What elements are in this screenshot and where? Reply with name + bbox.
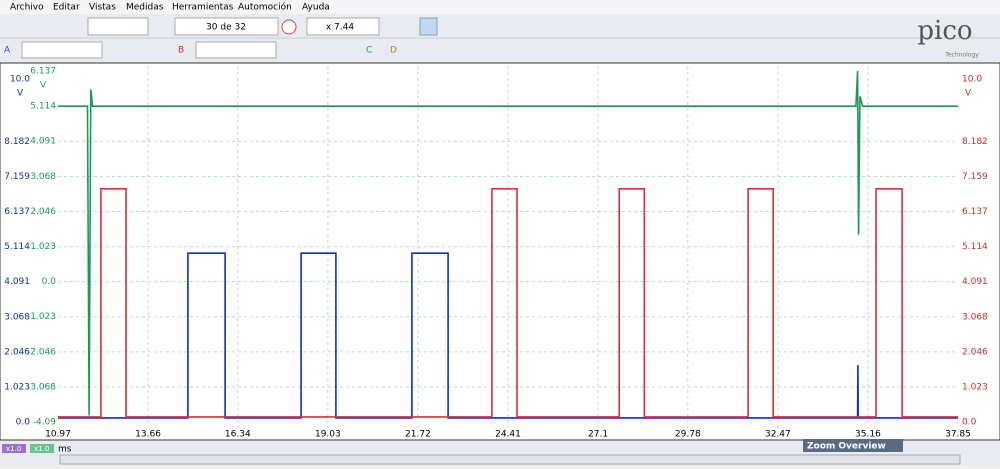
menu-item[interactable]: Editar (53, 3, 80, 13)
y-tick-label: 3.068 (4, 312, 30, 322)
y-tick-label: 10.0 (10, 75, 30, 85)
channel-combo[interactable] (21, 41, 103, 59)
zoom-box[interactable] (306, 17, 380, 36)
y-tick-label: 6.137 (962, 207, 988, 217)
capture-box[interactable] (174, 17, 279, 36)
trace (58, 252, 958, 419)
capture-count: 30 de 32 (206, 23, 246, 33)
y-tick-label: 5.114 (4, 242, 30, 252)
x-tick-label: 13.66 (135, 430, 161, 440)
y-tick-label: 5.114 (962, 242, 988, 252)
channel-button[interactable]: A (4, 46, 11, 56)
x-tick-label: 29.78 (675, 430, 701, 440)
channel-button[interactable]: D (390, 46, 397, 56)
y-unit: V (17, 89, 24, 99)
menu-item[interactable]: Medidas (126, 3, 164, 13)
y-unit: V (965, 89, 972, 99)
y-tick-label: 1.023 (4, 382, 30, 392)
y-tick-label: 8.182 (4, 137, 30, 147)
x-tick-label: 24.41 (495, 430, 521, 440)
y-tick-label: 0.0 (42, 277, 57, 287)
zoom-factor: x 7.44 (326, 23, 355, 33)
channel-combo[interactable] (195, 41, 277, 59)
zoom-tool[interactable] (419, 17, 438, 36)
y-tick-label: 2.046 (30, 207, 56, 217)
y-tick-label: 2.046 (962, 347, 988, 357)
y-tick-label: -4.09 (33, 418, 57, 428)
scale-label: x1.0 (34, 445, 49, 453)
x-tick-label: 27.1 (588, 430, 608, 440)
x-tick-label: 19.03 (315, 430, 341, 440)
zoom-overview-tab[interactable] (803, 439, 903, 452)
scale-badge (30, 444, 54, 453)
y-tick-label: 4.091 (4, 277, 30, 287)
scope-view (0, 62, 1000, 441)
logo-sub: Technology (944, 52, 979, 59)
x-tick-label: 10.97 (45, 430, 71, 440)
y-tick-label: 1.023 (962, 382, 988, 392)
y-tick-label: 6.137 (30, 67, 56, 77)
y-tick-label: -3.068 (27, 382, 56, 392)
y-tick-label: 8.182 (962, 137, 988, 147)
x-tick-label: 16.34 (225, 430, 251, 440)
y-tick-label: 5.114 (30, 102, 56, 112)
logo: pico (917, 16, 972, 46)
scale-label: x1.0 (6, 445, 21, 453)
icon[interactable] (281, 19, 297, 35)
menu-item[interactable]: Herramientas (172, 3, 234, 13)
y-tick-label: 3.068 (962, 312, 988, 322)
y-tick-label: -1.023 (27, 312, 56, 322)
menu-item[interactable]: Ayuda (302, 3, 330, 13)
menu-bar (0, 0, 1000, 14)
y-tick-label: 0.0 (16, 418, 31, 428)
y-tick-label: 0.0 (962, 418, 977, 428)
channel-button[interactable]: C (366, 46, 372, 56)
x-tick-label: 37.85 (945, 430, 971, 440)
y-unit: V (40, 81, 47, 91)
y-tick-label: 4.091 (30, 137, 56, 147)
channel-button[interactable]: B (178, 46, 184, 56)
y-tick-label: 2.046 (4, 347, 30, 357)
menu-item[interactable]: Archivo (10, 3, 44, 13)
y-tick-label: 1.023 (30, 242, 56, 252)
scrollbar[interactable] (59, 454, 961, 465)
x-tick-label: 21.72 (405, 430, 431, 440)
y-tick-label: 7.159 (962, 172, 988, 182)
menu-item[interactable]: Vistas (89, 3, 116, 13)
combo[interactable] (87, 17, 149, 36)
trace (58, 188, 958, 418)
scale-badge (2, 444, 26, 453)
y-tick-label: 10.0 (962, 75, 982, 85)
x-tick-label: 32.47 (765, 430, 791, 440)
y-tick-label: 7.159 (4, 172, 30, 182)
y-tick-label: 4.091 (962, 277, 988, 287)
y-tick-label: 6.137 (4, 207, 30, 217)
trace (58, 70, 958, 416)
zoom-overview-label[interactable]: Zoom Overview (807, 442, 886, 452)
y-tick-label: -2.046 (27, 347, 56, 357)
x-tick-label: 35.16 (855, 430, 881, 440)
y-tick-label: 3.068 (30, 172, 56, 182)
menu-item[interactable]: Automoción (238, 2, 292, 13)
x-unit: ms (58, 445, 72, 455)
